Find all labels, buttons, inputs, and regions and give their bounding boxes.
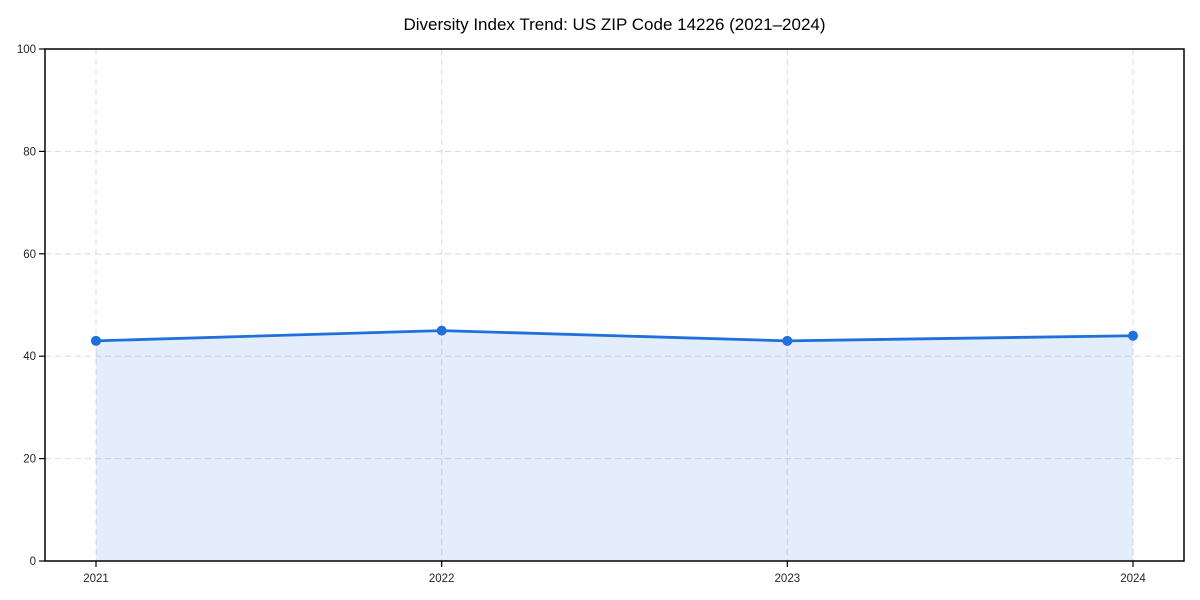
data-point xyxy=(91,335,101,346)
y-tick-label: 20 xyxy=(23,454,36,466)
y-tick-label: 100 xyxy=(17,44,36,56)
chart-title: Diversity Index Trend: US ZIP Code 14226… xyxy=(403,15,825,34)
trend-line xyxy=(94,329,1135,343)
y-tick-label: 60 xyxy=(23,249,36,261)
x-tick-label: 2023 xyxy=(775,573,801,585)
x-tick-label: 2021 xyxy=(83,573,109,585)
plot-area: 2021 2022 2023 2024 0 20 40 60 80 100 xyxy=(17,44,1185,585)
y-tick-label: 40 xyxy=(23,351,36,363)
x-tick-label: 2022 xyxy=(429,573,455,585)
data-point xyxy=(782,335,793,346)
area-fill xyxy=(96,330,1133,561)
y-tick-label: 80 xyxy=(23,146,36,158)
x-tick-label: 2024 xyxy=(1120,573,1146,585)
data-point xyxy=(1128,330,1138,341)
data-point xyxy=(436,325,447,336)
axis-spines xyxy=(44,48,1185,562)
y-tick-label: 0 xyxy=(30,556,36,568)
